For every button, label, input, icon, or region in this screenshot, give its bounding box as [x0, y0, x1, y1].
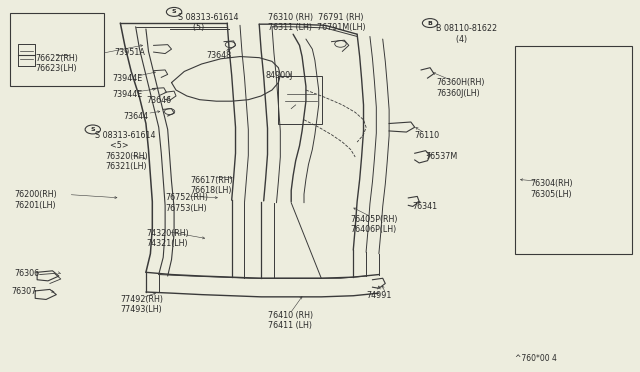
Text: B 08110-81622
        (4): B 08110-81622 (4)	[436, 24, 498, 44]
Bar	[10, 13, 104, 86]
Text: B: B	[428, 20, 433, 26]
Text: 73648: 73648	[206, 51, 231, 60]
Text: 76307: 76307	[12, 287, 36, 296]
Text: ^760*00 4: ^760*00 4	[515, 354, 557, 363]
Text: S: S	[172, 9, 177, 15]
Text: 73646: 73646	[146, 96, 171, 105]
Text: S: S	[90, 127, 95, 132]
Text: 76306: 76306	[14, 269, 39, 278]
Text: 76537M: 76537M	[426, 152, 458, 161]
Text: 74320(RH)
74321(LH): 74320(RH) 74321(LH)	[146, 229, 189, 248]
Text: 77492(RH)
77493(LH): 77492(RH) 77493(LH)	[120, 295, 163, 314]
Text: 76110: 76110	[415, 131, 440, 140]
Text: 76360H(RH)
76360J(LH): 76360H(RH) 76360J(LH)	[436, 78, 485, 97]
Text: 73944E: 73944E	[112, 90, 142, 99]
Text: 76752(RH)
76753(LH): 76752(RH) 76753(LH)	[165, 193, 208, 213]
Text: S 08313-61614
      <5>: S 08313-61614 <5>	[95, 131, 156, 150]
Text: 76310 (RH)  76791 (RH)
76311 (LH)  76791M(LH): 76310 (RH) 76791 (RH) 76311 (LH) 76791M(…	[268, 13, 365, 32]
Text: 76622(RH)
76623(LH): 76622(RH) 76623(LH)	[35, 54, 78, 73]
Bar	[515, 46, 632, 254]
Text: 76304(RH)
76305(LH): 76304(RH) 76305(LH)	[530, 179, 573, 199]
Text: 76410 (RH)
76411 (LH): 76410 (RH) 76411 (LH)	[268, 311, 313, 330]
Bar	[278, 76, 322, 124]
Text: 76200(RH)
76201(LH): 76200(RH) 76201(LH)	[14, 190, 57, 210]
Text: S 08313-61614
      (5): S 08313-61614 (5)	[178, 13, 239, 32]
Text: 76617(RH)
76618(LH): 76617(RH) 76618(LH)	[191, 176, 234, 195]
Text: 73944E: 73944E	[112, 74, 142, 83]
Text: 76341: 76341	[413, 202, 438, 211]
Text: 84900J: 84900J	[266, 71, 293, 80]
Text: 74991: 74991	[366, 291, 392, 300]
Text: 73951A: 73951A	[114, 48, 145, 57]
Text: 76320(RH)
76321(LH): 76320(RH) 76321(LH)	[106, 152, 148, 171]
Text: 76405P(RH)
76406P(LH): 76405P(RH) 76406P(LH)	[351, 215, 398, 234]
Text: 73644: 73644	[123, 112, 148, 121]
